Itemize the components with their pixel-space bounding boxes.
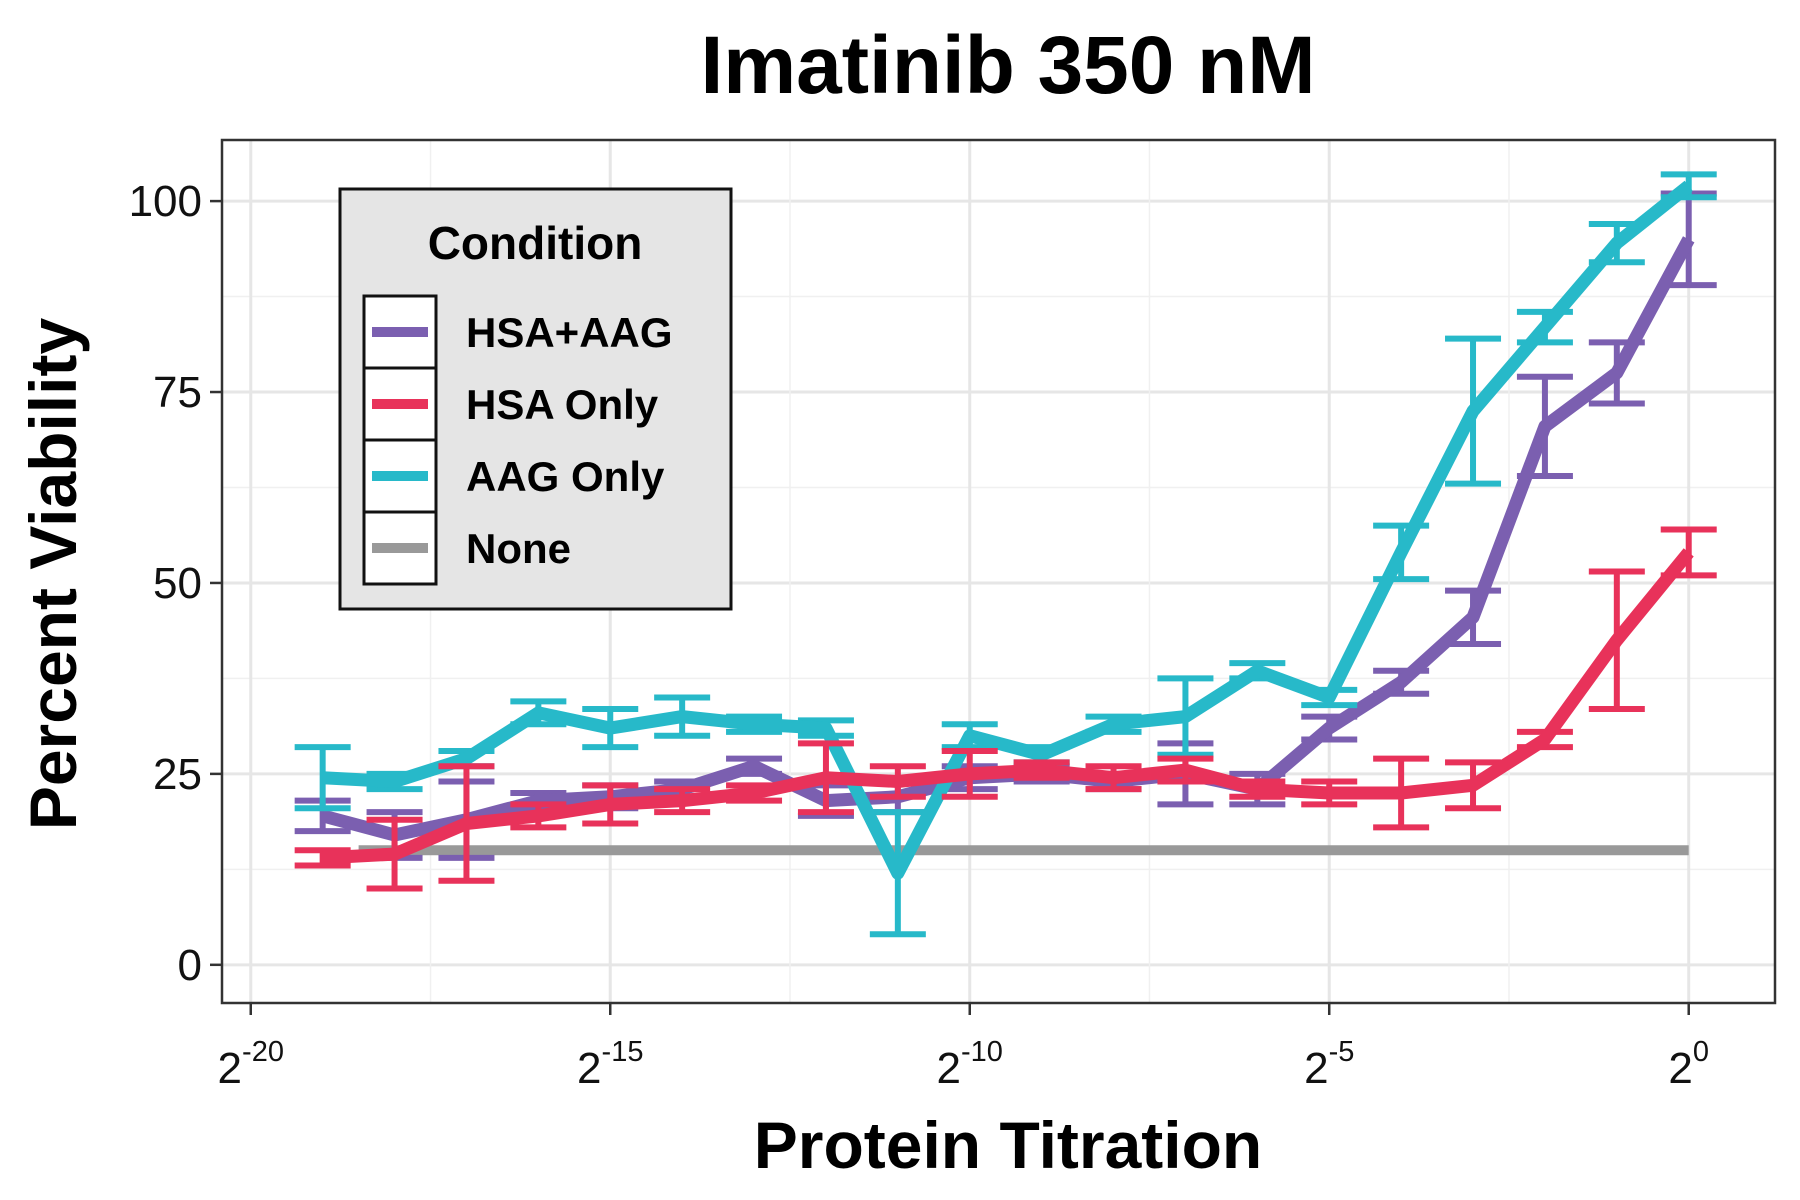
- x-tick-label: 20: [1668, 1036, 1709, 1093]
- series-aag-only: [294, 171, 1717, 938]
- y-tick-label: 25: [153, 750, 202, 799]
- y-axis-title: Percent Viability: [16, 318, 90, 831]
- legend-entry-aag-only: AAG Only: [362, 438, 665, 514]
- y-tick-label: 75: [153, 368, 202, 417]
- series-line-hsa-only: [322, 548, 1694, 865]
- plot-border: [220, 138, 1777, 1005]
- x-tick-label: 2-10: [937, 1036, 1003, 1093]
- series-hsa-only: [294, 526, 1717, 892]
- legend-label: HSA Only: [466, 381, 659, 428]
- legend-entry-hsa-aag: HSA+AAG: [362, 294, 673, 370]
- legend: Condition HSA+AAG HSA Only AAG Only None: [338, 187, 733, 611]
- legend-entry-none: None: [362, 510, 571, 586]
- legend-title: Condition: [428, 217, 643, 269]
- x-tick-label: 2-5: [1304, 1036, 1354, 1093]
- y-tick-label: 50: [153, 559, 202, 608]
- x-axis: 2-20 2-15 2-10 2-5 20: [218, 1003, 1709, 1093]
- x-tick-label: 2-20: [218, 1036, 284, 1093]
- y-axis: 0 25 50 75 100: [129, 177, 222, 990]
- y-tick-label: 100: [129, 177, 202, 226]
- legend-entry-hsa-only: HSA Only: [362, 366, 659, 442]
- series-line-aag-only: [322, 180, 1693, 880]
- x-tick-label: 2-15: [577, 1036, 643, 1093]
- legend-label: HSA+AAG: [466, 309, 673, 356]
- y-tick-label: 0: [178, 941, 202, 990]
- chart-title: Imatinib 350 nM: [700, 20, 1315, 111]
- legend-label: AAG Only: [466, 453, 665, 500]
- x-axis-title: Protein Titration: [754, 1108, 1262, 1182]
- legend-label: None: [466, 525, 571, 572]
- series-layer: [294, 171, 1717, 938]
